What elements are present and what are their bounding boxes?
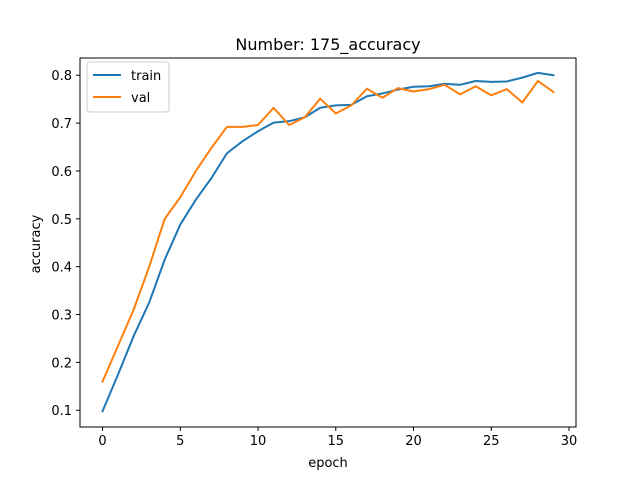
y-axis-label: accuracy [29, 214, 44, 273]
x-tick-label: 15 [328, 434, 345, 449]
plot-layer [101, 71, 555, 413]
legend: train val [86, 61, 170, 113]
x-axis-label: epoch [308, 456, 348, 471]
x-tick-label: 30 [561, 434, 578, 449]
x-tick-label: 0 [98, 434, 106, 449]
legend-label-val: val [131, 91, 150, 106]
x-tick-label: 20 [405, 434, 422, 449]
series-line-val [101, 79, 555, 383]
y-tick-label: 0.6 [51, 165, 72, 180]
y-tick-label: 0.7 [51, 117, 72, 132]
y-tick-label: 0.2 [51, 356, 72, 371]
x-tick-label: 5 [176, 434, 184, 449]
chart-title: Number: 175_accuracy [235, 35, 420, 55]
axes-frame [79, 57, 577, 428]
y-tick-label: 0.8 [51, 69, 72, 84]
x-tick-label: 10 [250, 434, 267, 449]
y-tick-label: 0.5 [51, 213, 72, 228]
y-tick-label: 0.1 [51, 404, 72, 419]
legend-label-train: train [131, 69, 161, 84]
axes-layer: 0 5 10 15 20 25 30 0.1 0.2 0.3 0.4 0.5 0.6 0.7 0.8 [51, 57, 578, 449]
y-tick-label: 0.3 [51, 309, 72, 324]
x-tick-label: 25 [483, 434, 500, 449]
y-tick-label: 0.4 [51, 261, 72, 276]
